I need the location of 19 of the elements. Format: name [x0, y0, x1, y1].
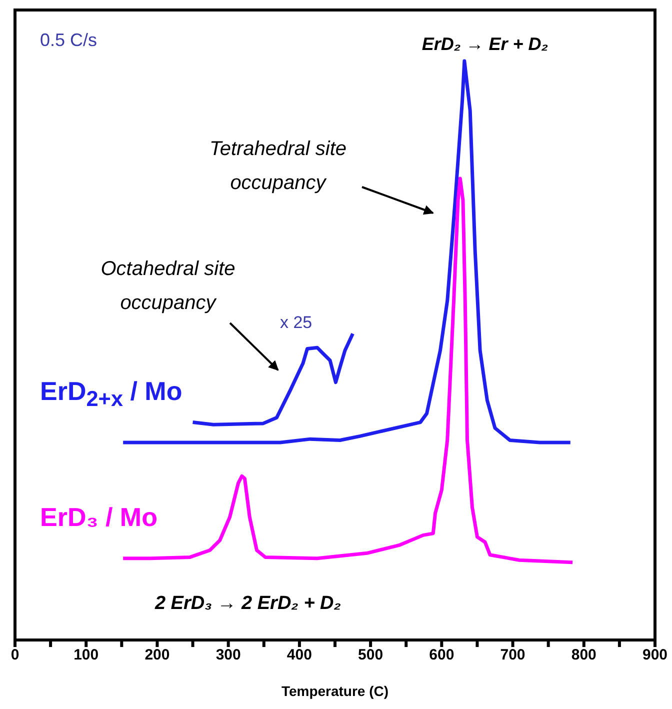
x-tick-label: 200	[144, 646, 170, 664]
series-label: ErD₃ / Mo	[40, 502, 158, 533]
text: 0.5 C/s	[40, 30, 98, 51]
annotation: 2 ErD₃ → 2 ErD₂ + D₂	[154, 593, 342, 615]
annotation: Tetrahedral site occupancy	[208, 137, 348, 196]
text: ErD₂ → Er + D₂	[420, 34, 550, 55]
x-tick-label: 300	[216, 646, 241, 664]
x-tick-label: 100	[74, 646, 99, 664]
x-tick-label: 400	[286, 646, 312, 664]
x-tick-label: 600	[429, 646, 454, 664]
x-axis-title: Temperature (C)	[281, 683, 389, 699]
annotation: x 25	[280, 313, 314, 333]
x-tick-label: 700	[500, 646, 526, 664]
x-tick-label: 500	[358, 646, 384, 664]
annotation: Octahedral site occupancy	[100, 257, 236, 316]
x-tick-label: 900	[642, 646, 668, 664]
series-label: ErD$_{2+x}$ / Mo	[40, 376, 182, 412]
x-tick-label: 0	[10, 646, 20, 664]
x-tick-label: 800	[571, 646, 596, 664]
